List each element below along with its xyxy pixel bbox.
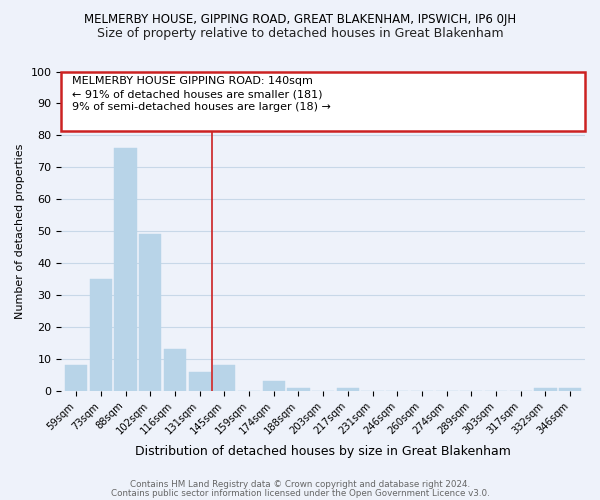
FancyBboxPatch shape bbox=[61, 72, 585, 130]
Bar bbox=[535, 388, 557, 391]
Text: Contains public sector information licensed under the Open Government Licence v3: Contains public sector information licen… bbox=[110, 488, 490, 498]
Text: MELMERBY HOUSE GIPPING ROAD: 140sqm: MELMERBY HOUSE GIPPING ROAD: 140sqm bbox=[72, 76, 313, 86]
X-axis label: Distribution of detached houses by size in Great Blakenham: Distribution of detached houses by size … bbox=[135, 444, 511, 458]
Text: Contains HM Land Registry data © Crown copyright and database right 2024.: Contains HM Land Registry data © Crown c… bbox=[130, 480, 470, 489]
Text: 9% of semi-detached houses are larger (18) →: 9% of semi-detached houses are larger (1… bbox=[72, 102, 331, 112]
Bar bbox=[115, 148, 137, 391]
Text: Size of property relative to detached houses in Great Blakenham: Size of property relative to detached ho… bbox=[97, 28, 503, 40]
Bar bbox=[287, 388, 310, 391]
Bar bbox=[89, 279, 112, 391]
Bar bbox=[213, 366, 235, 391]
Bar bbox=[263, 381, 285, 391]
Bar bbox=[164, 350, 186, 391]
Text: ← 91% of detached houses are smaller (181): ← 91% of detached houses are smaller (18… bbox=[72, 89, 322, 99]
Bar bbox=[139, 234, 161, 391]
Bar bbox=[559, 388, 581, 391]
Bar bbox=[65, 366, 87, 391]
Text: MELMERBY HOUSE, GIPPING ROAD, GREAT BLAKENHAM, IPSWICH, IP6 0JH: MELMERBY HOUSE, GIPPING ROAD, GREAT BLAK… bbox=[84, 12, 516, 26]
Y-axis label: Number of detached properties: Number of detached properties bbox=[15, 144, 25, 319]
Bar bbox=[337, 388, 359, 391]
Bar bbox=[188, 372, 211, 391]
